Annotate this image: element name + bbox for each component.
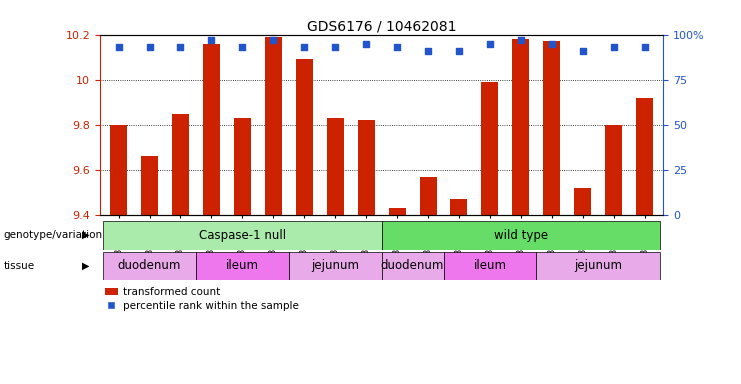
Bar — [289, 252, 382, 280]
Point — [484, 41, 496, 47]
Point — [422, 48, 434, 54]
Point — [515, 37, 527, 43]
Legend: transformed count, percentile rank within the sample: transformed count, percentile rank withi… — [105, 288, 299, 311]
Point — [236, 44, 248, 50]
Text: Caspase-1 null: Caspase-1 null — [199, 229, 286, 242]
Text: ileum: ileum — [473, 260, 506, 272]
Bar — [103, 221, 382, 250]
Bar — [265, 37, 282, 215]
Text: ileum: ileum — [226, 260, 259, 272]
Point — [175, 44, 187, 50]
Bar — [636, 98, 653, 215]
Point — [113, 44, 124, 50]
Point — [268, 37, 279, 43]
Bar — [172, 114, 189, 215]
Point — [299, 44, 310, 50]
Point — [205, 37, 217, 43]
Bar — [382, 252, 444, 280]
Bar — [512, 39, 529, 215]
Bar — [444, 252, 536, 280]
Point — [576, 48, 588, 54]
Point — [639, 44, 651, 50]
Text: jejunum: jejunum — [574, 260, 622, 272]
Point — [608, 44, 619, 50]
Text: wild type: wild type — [494, 229, 548, 242]
Bar — [110, 125, 127, 215]
Bar — [543, 41, 560, 215]
Text: duodenum: duodenum — [118, 260, 182, 272]
Text: duodenum: duodenum — [381, 260, 445, 272]
Bar — [605, 125, 622, 215]
Bar — [103, 252, 196, 280]
Title: GDS6176 / 10462081: GDS6176 / 10462081 — [307, 20, 456, 33]
Bar — [203, 43, 220, 215]
Bar — [536, 252, 660, 280]
Point — [391, 44, 403, 50]
Bar — [451, 199, 468, 215]
Text: ▶: ▶ — [82, 261, 89, 271]
Bar — [574, 188, 591, 215]
Bar — [382, 221, 660, 250]
Bar — [388, 208, 405, 215]
Point — [360, 41, 372, 47]
Text: tissue: tissue — [4, 261, 35, 271]
Point — [453, 48, 465, 54]
Point — [546, 41, 558, 47]
Bar — [482, 82, 499, 215]
Text: ▶: ▶ — [82, 230, 89, 240]
Bar — [358, 120, 375, 215]
Point — [144, 44, 156, 50]
Text: jejunum: jejunum — [311, 260, 359, 272]
Bar — [296, 60, 313, 215]
Point — [329, 44, 341, 50]
Bar — [419, 177, 436, 215]
Bar — [327, 118, 344, 215]
Bar — [196, 252, 289, 280]
Bar — [141, 156, 158, 215]
Bar — [234, 118, 251, 215]
Text: genotype/variation: genotype/variation — [4, 230, 103, 240]
